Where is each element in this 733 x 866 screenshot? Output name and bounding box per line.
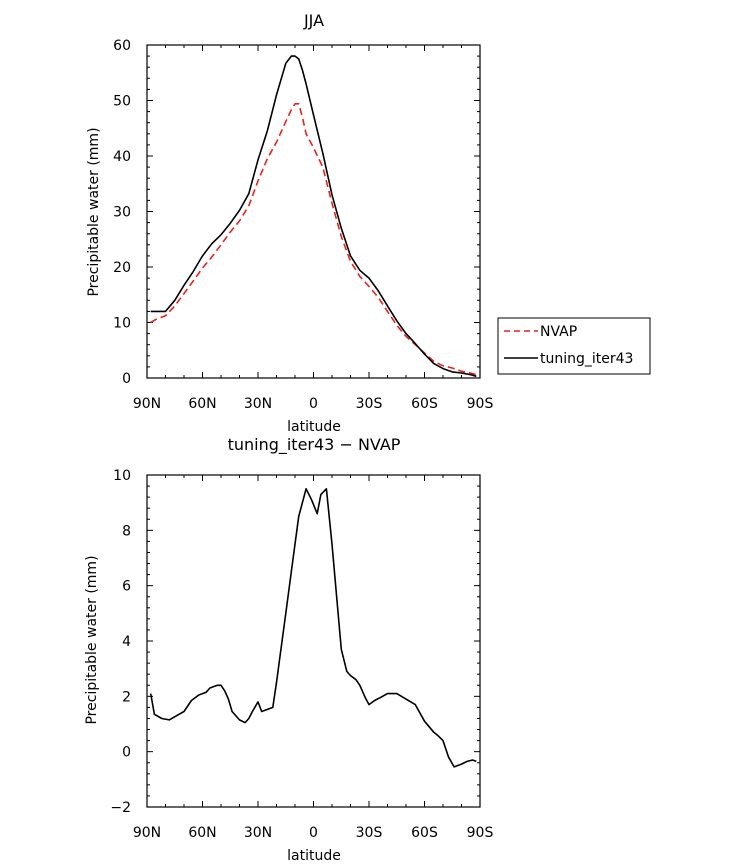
legend-label-nvap: NVAP — [540, 324, 577, 340]
y-tick-label: 0 — [122, 745, 131, 761]
x-tick-label: 30S — [356, 825, 383, 841]
legend-label-tuning-iter43: tuning_iter43 — [540, 351, 633, 367]
series-lines — [149, 487, 477, 768]
x-tick-label: 90N — [133, 396, 161, 412]
precipitable-water-panel: JJA latitude Precipitable water (mm) 90N… — [86, 11, 651, 435]
y-axis-label: Precipitable water (mm) — [86, 127, 102, 296]
x-tick-label: 0 — [309, 825, 318, 841]
x-tick-label: 90S — [467, 396, 494, 412]
tick-labels: 90N 60N 30N 0 30S 60S 90S 0 10 20 30 40 50 60 — [113, 38, 493, 412]
y-tick-label: 10 — [113, 468, 131, 484]
x-tick-label: 30N — [244, 825, 272, 841]
y-tick-label: 8 — [122, 523, 131, 539]
y-tick-label: 40 — [113, 149, 131, 165]
y-tick-label: 20 — [113, 260, 131, 276]
y-tick-label: 0 — [122, 371, 131, 387]
x-tick-label: 60N — [188, 396, 216, 412]
chart-title: JJA — [303, 11, 324, 30]
x-tick-label: 60S — [411, 396, 438, 412]
y-tick-label: −2 — [110, 800, 131, 816]
x-tick-label: 90S — [467, 825, 494, 841]
x-axis-label: latitude — [287, 419, 341, 435]
series-line-difference — [149, 487, 477, 768]
legend: NVAP tuning_iter43 — [497, 317, 651, 375]
plot-frame — [146, 44, 481, 379]
x-tick-label: 60S — [411, 825, 438, 841]
y-axis-label: Precipitable water (mm) — [84, 555, 100, 724]
tick-marks — [146, 44, 481, 379]
x-tick-label: 60N — [188, 825, 216, 841]
tick-marks — [146, 474, 481, 808]
y-tick-label: 4 — [122, 634, 131, 650]
x-tick-label: 30S — [356, 396, 383, 412]
legend-box — [497, 317, 651, 375]
x-tick-label: 90N — [133, 825, 161, 841]
chart-title: tuning_iter43 − NVAP — [228, 435, 401, 455]
y-tick-label: 60 — [113, 38, 131, 54]
series-line-tuning-iter43 — [150, 55, 477, 378]
x-tick-label: 0 — [309, 396, 318, 412]
x-axis-label: latitude — [287, 848, 341, 864]
y-tick-label: 10 — [113, 316, 131, 332]
tick-labels: 90N 60N 30N 0 30S 60S 90S −2 0 2 4 6 8 10 — [110, 468, 493, 841]
series-lines — [150, 55, 477, 378]
x-tick-label: 30N — [244, 396, 272, 412]
y-tick-label: 6 — [122, 579, 131, 595]
y-tick-label: 2 — [122, 689, 131, 705]
y-tick-label: 50 — [113, 94, 131, 110]
plot-frame — [146, 474, 481, 808]
difference-panel: tuning_iter43 − NVAP latitude Precipitab… — [84, 435, 493, 864]
series-line-nvap — [150, 103, 477, 376]
y-tick-label: 30 — [113, 205, 131, 221]
